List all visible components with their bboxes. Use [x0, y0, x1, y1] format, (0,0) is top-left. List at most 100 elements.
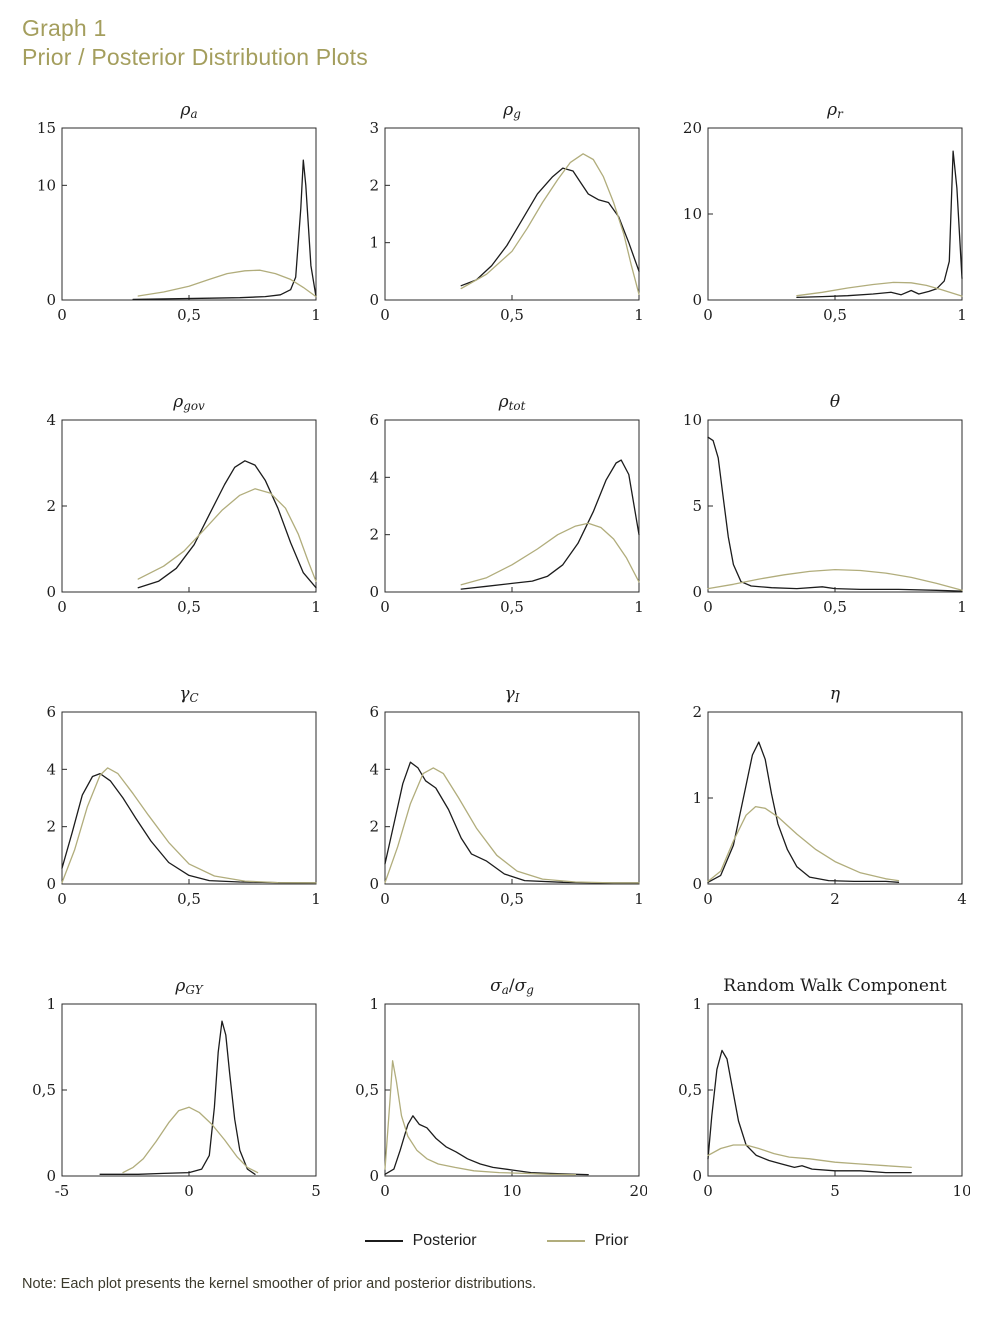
posterior-line [707, 1049, 912, 1174]
prior-line [61, 767, 317, 884]
posterior-line [460, 167, 640, 287]
y-tick-label: 6 [46, 706, 56, 721]
x-tick-label: 0,5 [177, 890, 201, 908]
axes-box [707, 711, 963, 885]
chart-title-rho_GY: ρGY [175, 976, 203, 997]
y-tick-label: 0 [46, 291, 56, 309]
axes-box [61, 1003, 317, 1177]
prior-line [122, 1106, 259, 1174]
y-tick-label: 2 [692, 706, 702, 721]
x-tick-label: 1 [311, 598, 321, 616]
x-tick-label: 0 [57, 306, 67, 324]
x-tick-label: 0,5 [823, 598, 847, 616]
chart-rho_a: ρa 0 10 15 0 0,5 1 [22, 98, 324, 340]
x-tick-label: 0 [57, 890, 67, 908]
y-tick-label: 1 [692, 789, 702, 807]
chart-title-rho_gov: ρgov [173, 392, 205, 413]
legend-posterior-label: Posterior [412, 1232, 477, 1249]
y-tick-label: 10 [683, 414, 702, 429]
posterior-line [137, 460, 317, 589]
y-tick-label: 1 [692, 998, 702, 1013]
y-tick-label: 4 [46, 414, 56, 429]
chart-title-random_walk: Random Walk Component [723, 976, 947, 996]
x-tick-label: 2 [830, 890, 840, 908]
prior-line [796, 281, 963, 297]
chart-title-rho_r: ρr [827, 100, 843, 121]
chart-title-rho_a: ρa [180, 100, 198, 121]
chart-title-theta: θ [829, 392, 841, 412]
x-tick-label: 0,5 [823, 306, 847, 324]
chart-title-eta: η [829, 684, 841, 704]
x-tick-label: 1 [957, 306, 967, 324]
y-tick-label: 1 [369, 998, 379, 1013]
posterior-line [796, 150, 963, 299]
y-tick-label: 15 [37, 122, 56, 137]
y-tick-label: 2 [46, 497, 56, 515]
y-tick-label: 20 [683, 122, 702, 137]
y-tick-label: 0,5 [32, 1081, 56, 1099]
axes-box [384, 1003, 640, 1177]
prior-line [707, 805, 900, 883]
posterior-line [460, 459, 640, 590]
chart-title-sigma_ratio: σa/σg [490, 976, 534, 997]
y-tick-label: 0 [46, 1167, 56, 1185]
prior-line [460, 153, 640, 295]
x-tick-label: -5 [55, 1182, 70, 1200]
chart-gamma_C: γC 0 2 4 6 0 0,5 1 [22, 682, 324, 924]
x-tick-label: 4 [957, 890, 967, 908]
chart-rho_r: ρr 0 10 20 0 0,5 1 [668, 98, 970, 340]
footnote: Note: Each plot presents the kernel smoo… [22, 1276, 537, 1292]
chart-plot-rho_a: 0 10 15 0 0,5 1 [37, 122, 321, 324]
charts-grid: ρa 0 10 15 0 0,5 1 ρg 0 1 2 3 0 0,5 1 ρr 0 10 20 0 0,5 1 ρgov 0… [22, 98, 971, 1216]
chart-plot-eta: 0 1 2 0 2 4 [692, 706, 967, 908]
prior-line-swatch [546, 1240, 585, 1242]
chart-title-gamma_C: γC [179, 684, 199, 705]
axes-box [384, 419, 640, 593]
y-tick-label: 0,5 [678, 1081, 702, 1099]
y-tick-label: 5 [692, 497, 702, 515]
legend-item-posterior: Posterior [364, 1232, 477, 1250]
prior-line [460, 522, 640, 586]
y-tick-label: 2 [369, 526, 379, 544]
chart-plot-gamma_C: 0 2 4 6 0 0,5 1 [46, 706, 320, 908]
prior-line [707, 568, 963, 591]
x-tick-label: 0 [703, 1182, 713, 1200]
chart-rho_gov: ρgov 0 2 4 0 0,5 1 [22, 390, 324, 632]
prior-line [384, 1060, 577, 1176]
x-tick-label: 0 [57, 598, 67, 616]
y-tick-label: 4 [369, 760, 379, 778]
y-tick-label: 0 [692, 291, 702, 309]
y-tick-label: 10 [683, 205, 702, 223]
axes-box [384, 711, 640, 885]
x-tick-label: 0,5 [500, 890, 524, 908]
y-tick-label: 6 [369, 414, 379, 429]
legend-item-prior: Prior [546, 1232, 628, 1250]
y-tick-label: 0 [46, 875, 56, 893]
x-tick-label: 1 [957, 598, 967, 616]
x-tick-label: 0 [184, 1182, 194, 1200]
chart-rho_tot: ρtot 0 2 4 6 0 0,5 1 [345, 390, 647, 632]
chart-rho_g: ρg 0 1 2 3 0 0,5 1 [345, 98, 647, 340]
x-tick-label: 0 [380, 890, 390, 908]
axes-box [707, 419, 963, 593]
chart-plot-gamma_I: 0 2 4 6 0 0,5 1 [369, 706, 643, 908]
axes-box [384, 127, 640, 301]
chart-plot-rho_r: 0 10 20 0 0,5 1 [683, 122, 967, 324]
legend: Posterior Prior [22, 1232, 971, 1250]
x-tick-label: 0,5 [500, 306, 524, 324]
x-tick-label: 0 [380, 306, 390, 324]
chart-plot-rho_tot: 0 2 4 6 0 0,5 1 [369, 414, 643, 616]
x-tick-label: 0 [380, 598, 390, 616]
posterior-line [61, 772, 317, 884]
x-tick-label: 0,5 [177, 598, 201, 616]
chart-random_walk: Random Walk Component 0 0,5 1 0 5 10 [668, 974, 970, 1216]
axes-box [61, 711, 317, 885]
prior-line [137, 269, 317, 298]
y-tick-label: 0 [369, 875, 379, 893]
x-tick-label: 0 [380, 1182, 390, 1200]
page-header: Graph 1 Prior / Posterior Distribution P… [22, 14, 971, 72]
y-tick-label: 0 [369, 583, 379, 601]
posterior-line [384, 761, 640, 884]
chart-plot-sigma_ratio: 00,510 10 20 [355, 998, 647, 1200]
